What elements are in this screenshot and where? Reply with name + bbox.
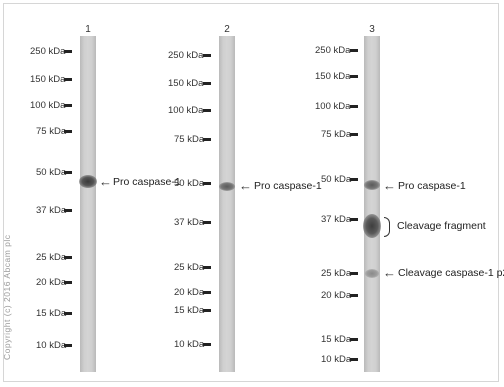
lane-3-marker-250: 250 kDa [315, 45, 351, 56]
lane-3-band-label-pro-caspase-1: Pro caspase-1 [398, 180, 466, 192]
lane-2-tick-150 [203, 82, 211, 85]
lane-3-number: 3 [369, 24, 375, 35]
lane-2-number: 2 [224, 24, 230, 35]
lane-3-arrow-icon-p22: ← [383, 265, 396, 280]
lane-2-marker-37: 37 kDa [174, 217, 205, 228]
lane-1-marker-15: 15 kDa [36, 308, 67, 319]
lane-2-marker-15: 15 kDa [174, 305, 205, 316]
lane-3-marker-75: 75 kDa [321, 129, 352, 140]
lane-2-marker-250: 250 kDa [168, 50, 204, 61]
lane-3-marker-25: 25 kDa [321, 268, 352, 279]
lane-1-band-label-pro-caspase-1: Pro caspase-1 [113, 176, 181, 188]
lane-3-tick-150 [350, 75, 358, 78]
lane-2-marker-25: 25 kDa [174, 262, 205, 273]
lane-3-tick-250 [350, 49, 358, 52]
lane-1-tick-150 [64, 78, 72, 81]
lane-1-tick-25 [64, 256, 72, 259]
lane-1 [79, 36, 97, 372]
lane-2-band-label-pro-caspase-1: Pro caspase-1 [254, 180, 322, 192]
lane-3-tick-15 [350, 338, 358, 341]
lane-2-marker-100: 100 kDa [168, 105, 204, 116]
lane-1-tick-10 [64, 344, 72, 347]
lane-1-marker-75: 75 kDa [36, 126, 67, 137]
lane-3-band-cleavage-caspase-1-p22 [365, 269, 379, 278]
lane-3-marker-37: 37 kDa [321, 214, 352, 225]
lane-3-marker-150: 150 kDa [315, 71, 351, 82]
lane-1-marker-50: 50 kDa [36, 167, 67, 178]
lane-1-band-pro-caspase-1 [79, 175, 97, 188]
lane-3-tick-25 [350, 272, 358, 275]
lane-3-tick-20 [350, 294, 358, 297]
lane-1-tick-100 [64, 104, 72, 107]
lane-2-marker-50: 50 kDa [174, 178, 205, 189]
lane-2-marker-10: 10 kDa [174, 339, 205, 350]
lane-2-arrow-icon: ← [239, 178, 252, 193]
lane-3-brace-icon [384, 217, 390, 237]
lane-2-tick-20 [203, 291, 211, 294]
lane-2-tick-10 [203, 343, 211, 346]
lane-3-tick-10 [350, 358, 358, 361]
lane-2-tick-37 [203, 221, 211, 224]
lane-2-tick-50 [203, 182, 211, 185]
lane-3-band-cleavage-fragment [363, 214, 381, 238]
lane-1-tick-50 [64, 171, 72, 174]
lane-1-marker-10: 10 kDa [36, 340, 67, 351]
lane-3-band-label-cleavage-caspase-1-p22: Cleavage caspase-1 p22 [398, 267, 504, 279]
lane-2-tick-25 [203, 266, 211, 269]
lane-2 [219, 36, 235, 372]
lane-2-band-pro-caspase-1 [219, 182, 235, 191]
lane-1-number: 1 [85, 24, 91, 35]
lane-1-tick-75 [64, 130, 72, 133]
lane-3-marker-20: 20 kDa [321, 290, 352, 301]
lane-1-marker-100: 100 kDa [30, 100, 66, 111]
lane-3-band-pro-caspase-1 [364, 180, 380, 190]
figure-frame [3, 3, 499, 382]
lane-3-marker-100: 100 kDa [315, 101, 351, 112]
lane-3-arrow-icon-pro-caspase-1: ← [383, 178, 396, 193]
lane-3-marker-10: 10 kDa [321, 354, 352, 365]
lane-2-marker-75: 75 kDa [174, 134, 205, 145]
lane-1-marker-20: 20 kDa [36, 277, 67, 288]
lane-1-tick-15 [64, 312, 72, 315]
lane-3-tick-37 [350, 218, 358, 221]
lane-1-marker-25: 25 kDa [36, 252, 67, 263]
lane-2-tick-250 [203, 54, 211, 57]
lane-3-tick-75 [350, 133, 358, 136]
lane-1-tick-37 [64, 209, 72, 212]
lane-1-marker-150: 150 kDa [30, 74, 66, 85]
lane-3-marker-15: 15 kDa [321, 334, 352, 345]
lane-1-arrow-icon: ← [99, 174, 112, 189]
lane-1-tick-250 [64, 50, 72, 53]
lane-3-tick-100 [350, 105, 358, 108]
lane-1-marker-37: 37 kDa [36, 205, 67, 216]
lane-1-marker-250: 250 kDa [30, 46, 66, 57]
lane-2-tick-75 [203, 138, 211, 141]
copyright-watermark: Copyright (c) 2016 Abcam plc [2, 234, 12, 361]
lane-3-band-label-cleavage-fragment: Cleavage fragment [397, 220, 486, 232]
lane-3-tick-50 [350, 178, 358, 181]
lane-2-marker-20: 20 kDa [174, 287, 205, 298]
lane-3-marker-50: 50 kDa [321, 174, 352, 185]
lane-2-marker-150: 150 kDa [168, 78, 204, 89]
lane-3 [363, 36, 381, 372]
lane-1-tick-20 [64, 281, 72, 284]
lane-2-tick-100 [203, 109, 211, 112]
lane-2-tick-15 [203, 309, 211, 312]
